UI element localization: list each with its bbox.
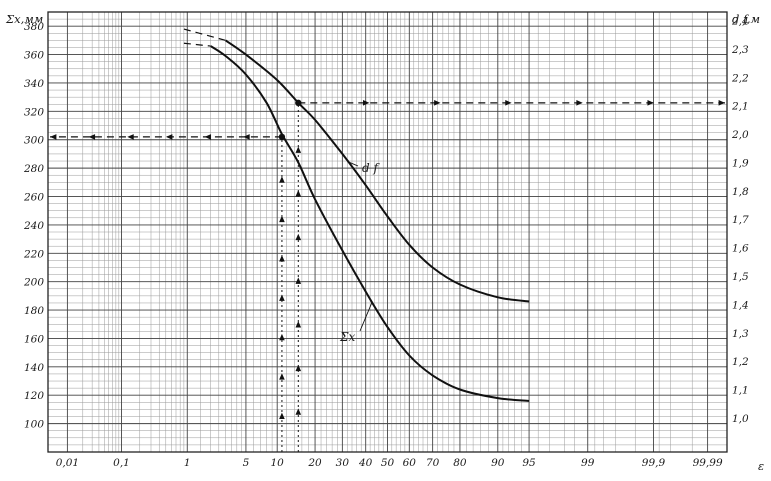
- y-left-tick-label: 220: [23, 248, 44, 260]
- x-axis-title: ε: [758, 459, 764, 473]
- y-right-tick-label: 2,1: [731, 101, 749, 113]
- series-leader-d-f: [349, 162, 359, 167]
- y-left-tick-label: 260: [23, 192, 44, 204]
- y-left-tick-label: 200: [23, 277, 44, 289]
- reading-arrow-horizontal: [647, 100, 654, 106]
- labels: 0,01 0,1 1 5 10 20 30 40 50 60 70 80 90 95 99 99,9 99,99…: [23, 16, 749, 469]
- series-line: [225, 39, 530, 303]
- reading-arrow-up: [295, 146, 302, 153]
- x-tick-label: 1: [184, 457, 191, 469]
- reading-arrow-up: [279, 373, 285, 380]
- x-tick-label: 70: [426, 457, 440, 469]
- reading-arrow-up: [279, 294, 285, 301]
- reading-arrow-horizontal: [505, 100, 512, 106]
- reading-point: [278, 133, 286, 141]
- x-tick-label: 10: [271, 457, 285, 469]
- x-tick-label: 60: [403, 457, 417, 469]
- reading-arrow-up: [279, 255, 285, 262]
- reading-arrow-up: [295, 408, 302, 415]
- y-right-tick-label: 1,4: [732, 299, 749, 311]
- reading-arrow-up: [279, 215, 285, 223]
- reading-arrow-horizontal: [434, 100, 441, 106]
- reading-point: [295, 99, 302, 107]
- right-axis-title: d f,м: [732, 12, 760, 26]
- y-left-tick-label: 320: [24, 106, 44, 118]
- reading-arrow-up: [279, 333, 285, 341]
- y-left-tick-label: 120: [24, 390, 44, 402]
- reading-arrow-horizontal: [165, 134, 173, 140]
- y-right-tick-label: 2,2: [731, 72, 749, 84]
- x-tick-label: 90: [491, 457, 505, 469]
- x-tick-label: 0,1: [113, 457, 130, 469]
- series-label-d-f: d f: [362, 161, 380, 175]
- x-tick-label: 30: [336, 457, 350, 469]
- y-left-tick-label: 180: [24, 305, 44, 317]
- reading-arrow-horizontal: [243, 134, 250, 140]
- x-tick-label: 99,99: [693, 457, 723, 469]
- y-left-tick-label: 380: [24, 21, 44, 33]
- left-axis-title: Σx,мм: [5, 12, 43, 26]
- x-tick-label: 20: [307, 457, 322, 469]
- y-left-tick-label: 360: [24, 50, 44, 62]
- y-left-tick-label: 140: [24, 362, 44, 374]
- reading-arrow-horizontal: [50, 134, 57, 140]
- x-tick-label: 80: [453, 457, 467, 469]
- curves: [50, 28, 725, 452]
- y-left-tick-label: 340: [24, 78, 44, 90]
- y-right-tick-label: 1,6: [732, 243, 749, 255]
- x-tick-label: 99,9: [642, 457, 666, 469]
- y-right-tick-label: 2,0: [731, 129, 749, 141]
- reading-arrow-up: [295, 277, 302, 284]
- y-right-tick-label: 1,1: [732, 385, 749, 397]
- y-right-tick-label: 1,7: [732, 214, 749, 226]
- reading-arrow-horizontal: [204, 134, 212, 140]
- x-tick-label: 95: [522, 457, 536, 469]
- y-right-tick-label: 1,5: [732, 271, 749, 283]
- reading-arrow-up: [295, 233, 302, 241]
- dashed-extension: [183, 28, 226, 41]
- y-right-tick-label: 1,3: [732, 328, 749, 340]
- y-left-tick-label: 240: [23, 220, 44, 232]
- series-leader-sum-x: [359, 301, 373, 332]
- dashed-extension: [183, 42, 211, 47]
- reading-arrow-horizontal: [363, 100, 370, 106]
- y-right-tick-label: 1,2: [732, 356, 749, 368]
- x-tick-label: 40: [358, 457, 373, 469]
- reading-arrow-up: [279, 176, 285, 183]
- y-right-tick-label: 2,4: [731, 16, 749, 28]
- y-left-tick-label: 160: [24, 333, 44, 345]
- x-tick-label: 5: [243, 457, 250, 469]
- series-line: [210, 45, 530, 402]
- y-right-tick-label: 1,9: [732, 157, 749, 169]
- x-tick-label: 99: [581, 457, 595, 469]
- y-right-tick-label: 1,0: [732, 413, 749, 425]
- grid: [47, 11, 728, 453]
- reading-arrow-horizontal: [127, 134, 134, 140]
- reading-arrow-up: [295, 190, 302, 197]
- reading-arrow-horizontal: [88, 134, 96, 140]
- y-left-tick-label: 300: [24, 135, 44, 147]
- y-right-tick-label: 2,3: [731, 44, 749, 56]
- y-left-tick-label: 100: [24, 419, 44, 431]
- reading-arrow-up: [295, 364, 302, 372]
- series-label-sum-x: Σx: [339, 330, 355, 344]
- plot-frame: [47, 11, 728, 453]
- reading-arrow-horizontal: [718, 100, 725, 106]
- y-right-tick-label: 1,8: [732, 186, 749, 198]
- reading-arrow-horizontal: [576, 100, 583, 106]
- reading-arrow-up: [295, 321, 302, 328]
- x-tick-label: 50: [381, 457, 395, 469]
- y-left-tick-label: 280: [23, 163, 44, 175]
- x-tick-label: 0,01: [56, 457, 79, 469]
- reading-arrow-up: [279, 412, 285, 420]
